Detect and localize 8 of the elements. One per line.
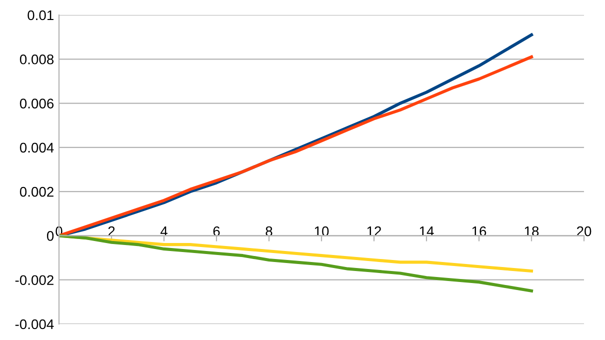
y-tick-label: 0.01 <box>28 10 54 20</box>
y-tick-label: 0.006 <box>20 98 54 108</box>
y-tick-label: 0.008 <box>20 54 54 64</box>
y-tick-label: 0.004 <box>20 142 54 153</box>
y-tick-label: -0.004 <box>15 319 54 330</box>
y-tick-label: -0.002 <box>15 275 54 286</box>
y-tick-label: 0.002 <box>20 186 54 197</box>
x-tick-label: 4 <box>160 226 168 236</box>
